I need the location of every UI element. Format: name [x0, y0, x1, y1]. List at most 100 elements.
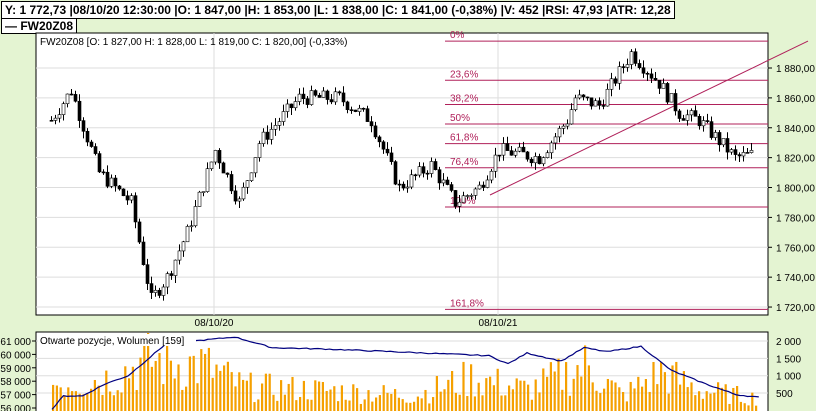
cursor-y: Y: 1 772,73: [5, 3, 67, 17]
legend-label: FW20Z08: [20, 19, 74, 33]
volume-bar: [71, 391, 74, 411]
candle: [265, 131, 270, 140]
candle: [97, 153, 102, 173]
candle: [369, 121, 374, 127]
candle: [89, 141, 94, 147]
candle: [629, 51, 634, 65]
volume-bar: [618, 387, 621, 411]
candle: [429, 161, 434, 174]
volume-bar: [177, 364, 180, 411]
volume-bar: [523, 380, 526, 411]
volume-bar: [192, 355, 195, 411]
candle: [257, 143, 262, 158]
volume-bar: [105, 370, 108, 411]
candle: [729, 149, 734, 153]
volume-bar: [173, 378, 176, 411]
candle: [393, 161, 398, 185]
candle: [313, 90, 318, 96]
candle: [521, 146, 526, 153]
volume-bar: [519, 380, 522, 411]
candle: [457, 201, 462, 207]
candle: [565, 123, 570, 127]
candle: [189, 225, 194, 228]
volume-bar: [109, 391, 112, 411]
volume-bar: [245, 380, 248, 411]
close-value: C: 1 841,00 (-0,38%): [385, 3, 498, 17]
fib-label: 76,4%: [450, 157, 478, 168]
volume-bar: [671, 365, 674, 411]
volume-bar: [466, 396, 469, 411]
volume-bar: [112, 395, 115, 411]
volume-bar: [306, 399, 309, 411]
right-tick-label: 2 000: [776, 337, 801, 348]
candle: [481, 184, 486, 188]
volume-bar: [181, 389, 184, 411]
volume-bar: [169, 360, 172, 411]
volume-bar: [131, 366, 134, 411]
fib-label: 38,2%: [450, 93, 478, 104]
volume-bar: [648, 391, 651, 411]
volume-bar: [253, 402, 256, 411]
volume-bar: [314, 380, 317, 411]
volume-bar: [451, 371, 454, 411]
candle: [141, 241, 146, 265]
candle: [553, 136, 558, 144]
candle: [401, 183, 406, 189]
candle: [357, 107, 362, 112]
volume-bar: [701, 398, 704, 411]
candle: [417, 166, 422, 176]
candle: [473, 188, 478, 196]
candle: [217, 150, 222, 164]
volume-bar: [147, 333, 150, 411]
candle: [425, 172, 430, 175]
candle: [497, 154, 502, 157]
volume-bar: [416, 396, 419, 411]
candle: [389, 152, 394, 162]
candle: [53, 117, 58, 121]
volume-bar: [321, 382, 324, 411]
volume-bar: [356, 388, 359, 411]
volume-bar: [150, 366, 153, 411]
volume-bar: [143, 340, 146, 411]
volume-bar: [652, 361, 655, 411]
left-tick-label: 57 000: [0, 391, 31, 402]
volume-bar: [580, 376, 583, 411]
volume-bar: [329, 389, 332, 411]
volume-bar: [568, 395, 571, 411]
volume-bar: [344, 399, 347, 411]
volume-bar: [553, 371, 556, 411]
volume-bar: [504, 395, 507, 411]
volume-bar: [264, 373, 267, 411]
candle: [345, 101, 350, 110]
volume-bar: [78, 393, 81, 411]
candle: [441, 179, 446, 184]
volume-bar: [378, 395, 381, 411]
candle: [105, 171, 110, 187]
y-tick-label: 1 880,00: [776, 64, 815, 75]
volume-bar: [755, 405, 758, 411]
volume-bar: [272, 394, 275, 411]
candle: [657, 79, 662, 89]
candle: [181, 241, 186, 252]
volume-bar: [55, 385, 58, 411]
fib-label: 61,8%: [450, 133, 478, 144]
volume-bar: [154, 360, 157, 411]
volume-bar: [435, 376, 438, 411]
candle: [549, 142, 554, 154]
candle: [709, 121, 714, 138]
y-tick-label: 1 720,00: [776, 303, 815, 314]
candle: [617, 66, 622, 84]
volume-bar: [204, 353, 207, 411]
candle: [461, 195, 466, 203]
candle: [665, 83, 670, 103]
volume-bar: [511, 389, 514, 411]
candle: [685, 114, 690, 121]
volume-bar: [371, 401, 374, 411]
volume-bar: [477, 382, 480, 411]
volume-bar: [496, 368, 499, 411]
volume-bar: [534, 379, 537, 411]
volume-bar: [546, 376, 549, 411]
candle: [125, 195, 130, 201]
x-tick-label: 08/10/20: [195, 318, 234, 329]
